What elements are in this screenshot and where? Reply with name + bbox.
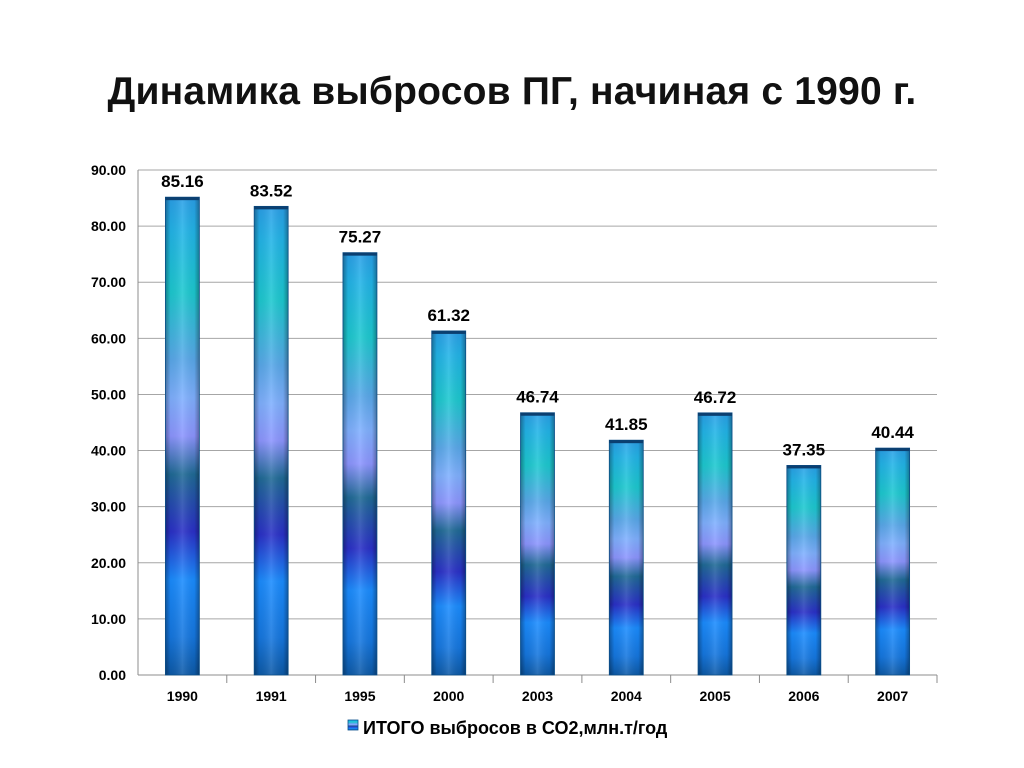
x-tick-label: 1990 [167, 688, 198, 704]
x-tick-label: 2006 [788, 688, 819, 704]
data-label: 46.74 [516, 388, 559, 407]
x-tick-label: 2004 [611, 688, 642, 704]
bar-cap [875, 448, 910, 452]
plot-area: 0.00 10.00 20.00 30.00 40.00 50.00 60.00 70.00 8… [91, 162, 938, 704]
bar-shade [608, 439, 644, 676]
bar-shade [431, 330, 467, 676]
data-label: 83.52 [250, 181, 293, 200]
data-label: 37.35 [783, 440, 826, 459]
y-tick-label: 10.00 [91, 611, 126, 627]
bar-cap [609, 440, 644, 444]
bar-cap [165, 197, 200, 201]
bar-shade [164, 196, 200, 676]
bar-cap [698, 412, 733, 416]
y-tick-label: 60.00 [91, 330, 126, 346]
page-title: Динамика выбросов ПГ, начиная с 1990 г. [107, 70, 917, 113]
bar-shade [520, 412, 555, 676]
x-tick-label: 2003 [522, 688, 553, 704]
bar-shade [786, 465, 822, 676]
legend: ИТОГО выбросов в СО2,млн.т/год [347, 718, 668, 738]
x-tick-label: 1991 [256, 688, 287, 704]
x-tick-label: 2000 [433, 688, 464, 704]
legend-swatch [347, 719, 359, 731]
bar-shade [875, 447, 911, 676]
data-label: 46.72 [694, 388, 737, 407]
y-tick-label: 20.00 [91, 555, 126, 571]
x-tick-label: 2005 [699, 688, 730, 704]
y-tick-label: 70.00 [91, 274, 126, 290]
y-tick-label: 90.00 [91, 162, 126, 178]
y-tick-label: 30.00 [91, 499, 126, 515]
x-tick-label: 1995 [344, 688, 375, 704]
y-tick-label: 40.00 [91, 443, 126, 459]
data-label: 61.32 [427, 306, 470, 325]
y-tick-label: 50.00 [91, 386, 126, 402]
y-tick-label: 80.00 [91, 218, 126, 234]
data-label: 41.85 [605, 415, 648, 434]
bar-cap [520, 412, 555, 416]
x-tick-label: 2007 [877, 688, 908, 704]
bar-cap [342, 252, 377, 256]
data-label: 75.27 [339, 228, 382, 247]
bar-shade [253, 205, 289, 676]
data-label: 40.44 [871, 423, 914, 442]
bar-shade [342, 252, 378, 676]
bar-cap [254, 206, 289, 210]
y-tick-label: 0.00 [99, 667, 126, 683]
data-label: 85.16 [161, 172, 204, 191]
bar-cap [431, 330, 466, 334]
bar-cap [786, 465, 821, 469]
bar-shade [697, 412, 733, 676]
legend-label: ИТОГО выбросов в СО2,млн.т/год [363, 718, 668, 738]
